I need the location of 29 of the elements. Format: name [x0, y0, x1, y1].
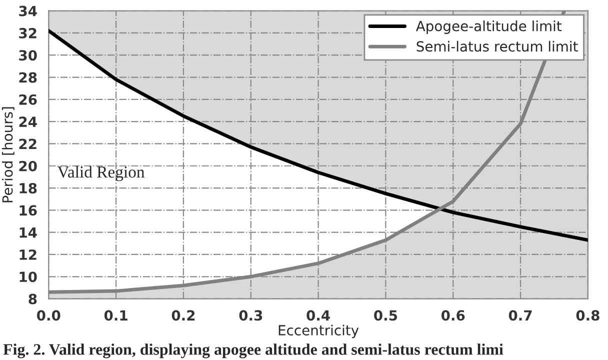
x-tick-label: 0.0: [37, 310, 60, 321]
y-tick-label: 32: [19, 28, 36, 38]
y-tick-label: 12: [20, 249, 36, 260]
y-axis-title: Period [hours]: [2, 107, 14, 202]
x-tick-label: 0.5: [374, 310, 398, 321]
y-tick-label: 22: [19, 138, 36, 149]
y-tick-label: 14: [20, 227, 37, 238]
x-tick-label: 0.1: [104, 310, 128, 321]
x-tick-label: 0.2: [172, 310, 195, 321]
y-tick-label: 18: [20, 183, 37, 194]
y-tick-label: 10: [20, 272, 37, 282]
y-tick-label: 24: [19, 116, 37, 127]
y-tick-label: 28: [19, 72, 37, 83]
x-axis-title: Eccentricity: [278, 324, 359, 338]
annotation: Valid Region: [57, 166, 144, 182]
y-tick-label: 34: [19, 6, 37, 16]
y-tick-label: 26: [19, 94, 37, 105]
x-tick-label: 0.4: [306, 310, 330, 321]
x-tick-label: 0.3: [239, 310, 262, 321]
legend-label: Apogee-altitude limit: [416, 20, 562, 34]
x-tick-label: 0.7: [508, 310, 532, 321]
y-tick-label: 30: [19, 50, 37, 61]
y-tick-label: 8: [28, 294, 37, 304]
legend-label: Semi-latus rectum limit: [416, 40, 578, 52]
x-tick-label: 0.6: [441, 310, 465, 321]
y-tick-label: 20: [19, 160, 37, 172]
caption: Fig. 2. Valid region, displaying apogee altitude and semi-latus rectum limi: [3, 344, 504, 358]
x-tick-label: 0.8: [576, 310, 600, 321]
y-tick-label: 16: [20, 205, 37, 216]
